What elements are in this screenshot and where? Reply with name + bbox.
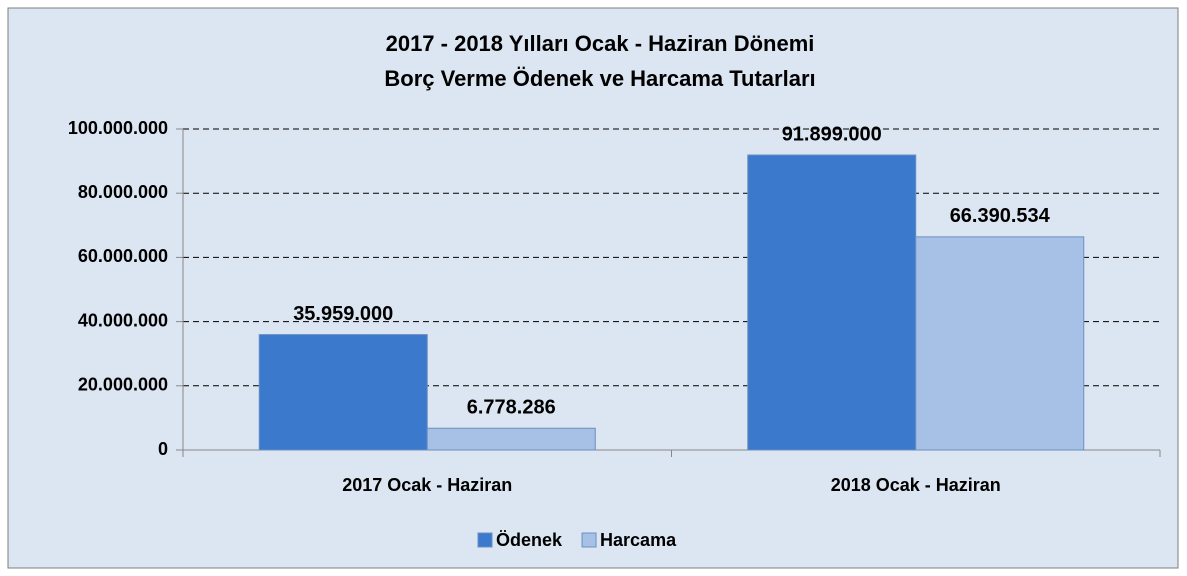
legend-swatch <box>477 532 493 548</box>
y-tick-label: 80.000.000 <box>78 182 168 202</box>
bar <box>426 427 596 451</box>
legend-swatch <box>581 532 597 548</box>
y-tick-label: 100.000.000 <box>68 118 168 138</box>
chart-title: 2017 - 2018 Yılları Ocak - Haziran Dönem… <box>386 31 815 56</box>
x-tick-label: 2017 Ocak - Haziran <box>342 475 512 495</box>
legend-label: Harcama <box>600 530 677 550</box>
bar <box>258 334 428 451</box>
bar <box>915 236 1085 451</box>
chart-subtitle: Borç Verme Ödenek ve Harcama Tutarları <box>384 66 815 91</box>
x-tick-label: 2018 Ocak - Haziran <box>831 475 1001 495</box>
y-tick-label: 40.000.000 <box>78 310 168 330</box>
value-label: 35.959.000 <box>293 303 393 325</box>
y-tick-label: 60.000.000 <box>78 246 168 266</box>
bar <box>747 154 917 451</box>
y-tick-label: 20.000.000 <box>78 375 168 395</box>
value-label: 91.899.000 <box>782 123 882 145</box>
value-label: 6.778.286 <box>467 397 556 419</box>
value-label: 66.390.534 <box>950 205 1051 227</box>
y-tick-label: 0 <box>158 439 168 459</box>
legend-label: Ödenek <box>496 530 563 550</box>
